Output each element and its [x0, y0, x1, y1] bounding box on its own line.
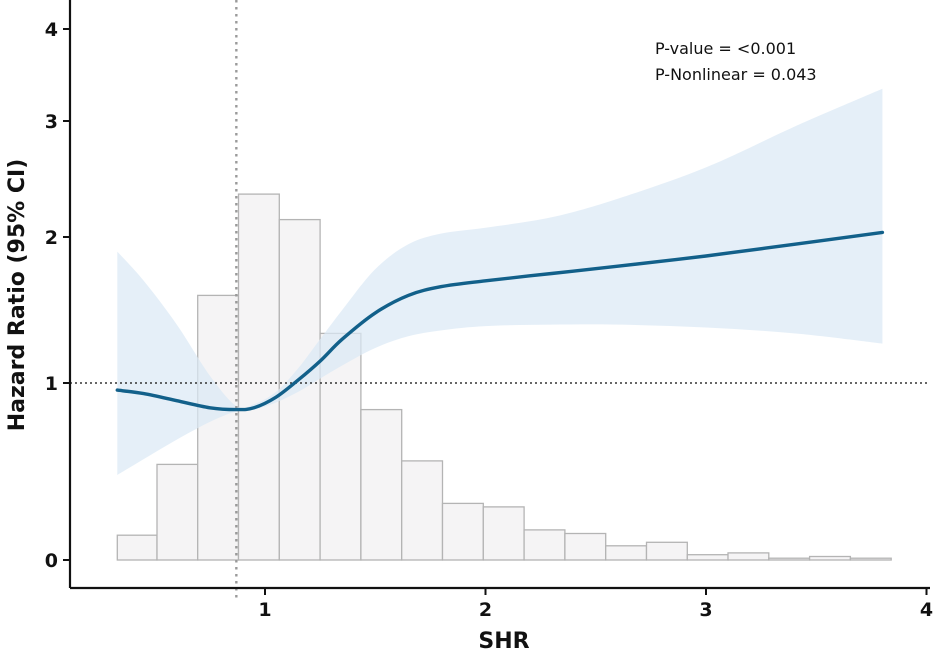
histogram-bar — [768, 557, 811, 561]
x-tick-label: 4 — [920, 599, 933, 621]
p-value-annotation: P-value = <0.001 — [655, 39, 796, 58]
histogram-bar — [849, 557, 892, 561]
histogram-bar — [237, 193, 280, 561]
histogram-bar — [523, 529, 566, 561]
confidence-band — [117, 88, 883, 476]
histogram-bar — [686, 554, 729, 561]
histogram-bar — [564, 532, 607, 561]
x-tick-label: 1 — [258, 599, 271, 621]
histogram-bar — [116, 534, 158, 561]
y-tick-label: 2 — [45, 227, 58, 249]
histogram-bar — [645, 541, 688, 561]
y-axis-title: Hazard Ratio (95% CI) — [5, 159, 30, 432]
histogram-bar — [360, 408, 403, 561]
y-tick-label: 0 — [45, 550, 58, 572]
histogram-bar — [482, 506, 525, 561]
p-nonlinear-annotation: P-Nonlinear = 0.043 — [655, 65, 817, 84]
histogram-bar — [808, 555, 852, 561]
histogram-bar — [605, 545, 648, 561]
y-tick-label: 4 — [45, 19, 58, 41]
hazard-ratio-curve — [115, 230, 885, 412]
x-ticks: 1 2 3 4 — [258, 588, 933, 621]
histogram-bar — [727, 552, 770, 561]
x-axis-title: SHR — [478, 629, 529, 654]
y-tick-label: 3 — [45, 111, 58, 133]
y-ticks: 0 1 2 3 4 — [45, 19, 70, 572]
histogram-bar — [197, 294, 240, 561]
histogram-bar — [441, 502, 484, 561]
histogram-bar — [401, 460, 444, 561]
x-tick-label: 3 — [699, 599, 712, 621]
x-tick-label: 2 — [479, 599, 492, 621]
histogram-bar — [156, 463, 199, 561]
y-tick-label: 1 — [45, 373, 58, 395]
histogram — [116, 193, 892, 561]
